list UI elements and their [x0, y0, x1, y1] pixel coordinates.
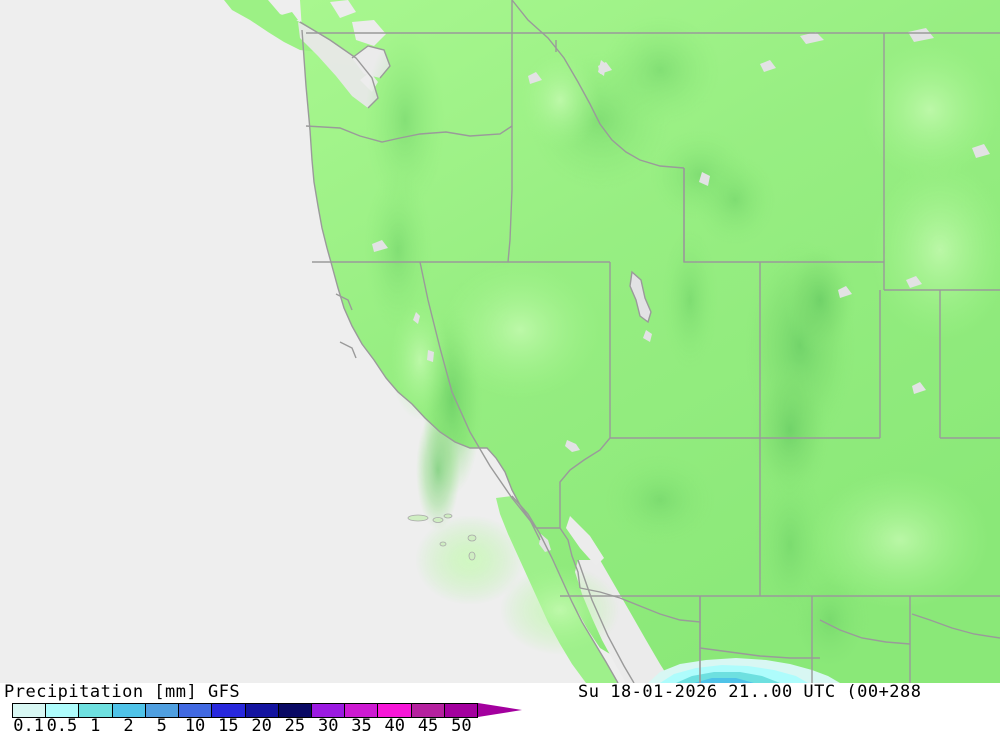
- colorbar-swatch-45: [411, 704, 445, 717]
- map-canvas: [224, 0, 1000, 683]
- colorbar-tick-40: 40: [384, 716, 406, 733]
- colorbar-tick-10: 10: [184, 716, 206, 733]
- colorbar-tick-30: 30: [317, 716, 339, 733]
- borders-layer: [299, 0, 1000, 683]
- legend-title: Precipitation [mm] GFS: [4, 682, 241, 702]
- legend-footer: Precipitation [mm] GFS 0.1 0.5 1 2 5 10 15 20 25…: [0, 682, 1000, 733]
- colorbar-swatch-2: [112, 704, 146, 717]
- colorbar-tick-1: 1: [90, 716, 101, 733]
- colorbar-swatch-1: [79, 704, 113, 717]
- colorbar-tick-2: 2: [123, 716, 134, 733]
- colorbar-swatch-30: [311, 704, 346, 717]
- colorbar-swatch-10: [179, 704, 213, 717]
- colorbar-tick-45: 45: [417, 716, 439, 733]
- colorbar-swatch-0-1: [13, 704, 47, 717]
- precipitation-layer: [648, 658, 840, 683]
- colorbar-tick-5: 5: [156, 716, 167, 733]
- colorbar-swatch-25: [278, 704, 312, 717]
- colorbar-tick-35: 35: [351, 716, 372, 733]
- colorbar-swatch-0-5: [46, 704, 80, 717]
- colorbar-overflow-arrow-icon: [478, 703, 522, 717]
- colorbar-tick-0-1: 0.1: [13, 716, 44, 733]
- colorbar-swatch-5: [145, 704, 180, 717]
- precipitation-map[interactable]: [0, 0, 1000, 683]
- lakes-layer: [372, 28, 990, 552]
- colorbar-tick-25: 25: [284, 716, 306, 733]
- colorbar-swatch-15: [212, 704, 246, 717]
- colorbar-swatch-35: [345, 704, 379, 717]
- colorbar-swatch-50: [444, 704, 478, 717]
- colorbar-tick-15: 15: [218, 716, 239, 733]
- colorbar-tick-20: 20: [251, 716, 272, 733]
- colorbar-swatch-40: [378, 704, 412, 717]
- colorbar-tick-labels: 0.1 0.5 1 2 5 10 15 20 25 30 35 40 45 50: [0, 716, 540, 733]
- islands-layer: [407, 513, 477, 561]
- colorbar-tick-0-5: 0.5: [46, 716, 78, 733]
- colorbar-swatch-20: [245, 704, 279, 717]
- colorbar-tick-50: 50: [451, 716, 472, 733]
- forecast-timestamp: Su 18-01-2026 21..00 UTC (00+288: [578, 682, 922, 702]
- precipitation-colorbar[interactable]: [12, 703, 478, 718]
